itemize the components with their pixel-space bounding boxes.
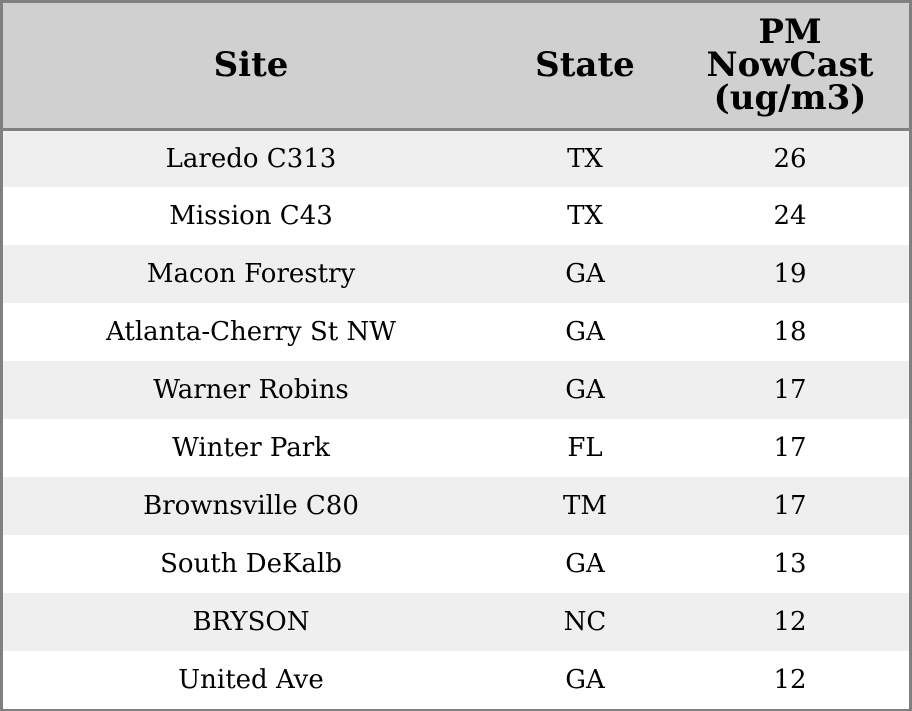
column-header-pm-line-3: (ug/m3) [713,77,867,118]
table-row: South DeKalb GA 13 [3,535,909,593]
cell-site: Macon Forestry [146,259,356,289]
cell-site: Warner Robins [153,375,349,405]
cell-pm-value: 12 [773,665,807,695]
table-row: Brownsville C80 TM 17 [3,477,909,535]
cell-state: TX [567,201,603,231]
cell-state: GA [565,259,605,289]
cell-site: Laredo C313 [165,143,337,174]
table-row: United Ave GA 12 [3,651,909,709]
cell-site: United Ave [178,665,324,695]
pm-nowcast-table: Site State PM NowCast (ug/m3) Laredo C31… [3,3,909,709]
cell-state: FL [567,433,603,463]
table-header: Site State PM NowCast (ug/m3) [3,3,909,131]
cell-site: Mission C43 [169,201,333,231]
cell-site: Winter Park [172,433,330,463]
cell-state: GA [565,317,605,347]
column-header-state: State [499,3,671,131]
column-header-site-line: Site [213,44,289,85]
table-row: Mission C43 TX 24 [3,187,909,245]
table-row: Warner Robins GA 17 [3,361,909,419]
cell-site: BRYSON [192,607,310,637]
table-row: Atlanta-Cherry St NW GA 18 [3,303,909,361]
cell-pm-value: 17 [773,491,807,521]
cell-site: Brownsville C80 [143,491,359,521]
column-header-site: Site [3,3,499,131]
column-header-pm-nowcast: PM NowCast (ug/m3) [671,3,909,131]
cell-pm-value: 13 [773,549,807,579]
table-body: Laredo C313 TX 26 Mission C43 TX 24 Maco… [3,129,909,709]
cell-state: TX [567,143,603,174]
cell-site: South DeKalb [160,549,342,579]
table-row: Winter Park FL 17 [3,419,909,477]
cell-state: GA [565,549,605,579]
table-row: BRYSON NC 12 [3,593,909,651]
table-row: Macon Forestry GA 19 [3,245,909,303]
cell-state: TM [563,491,607,521]
cell-pm-value: 19 [773,259,807,289]
header-row: Site State PM NowCast (ug/m3) [3,3,909,131]
column-header-state-line: State [535,44,635,85]
column-header-pm-line-2: NowCast [706,44,874,85]
cell-pm-value: 17 [773,375,807,405]
cell-pm-value: 18 [773,317,807,347]
cell-state: GA [565,375,605,405]
cell-pm-value: 12 [773,607,807,637]
cell-state: GA [565,665,605,695]
column-header-pm-line-1: PM [758,11,822,52]
cell-state: NC [563,607,607,637]
cell-pm-value: 17 [773,433,807,463]
cell-site: Atlanta-Cherry St NW [106,317,396,347]
table-row: Laredo C313 TX 26 [3,129,909,187]
cell-pm-value: 24 [773,201,807,231]
cell-pm-value: 26 [773,143,807,174]
